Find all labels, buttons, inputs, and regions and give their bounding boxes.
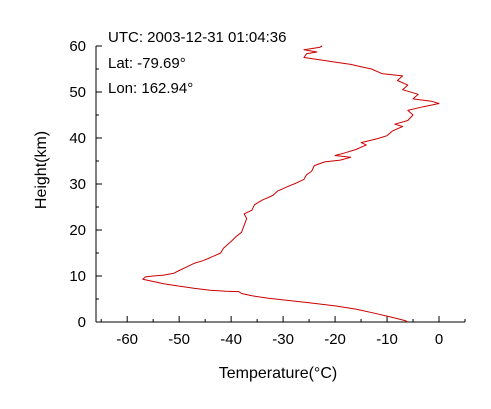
- series-layer: [142, 45, 440, 323]
- y-tick-label: 60: [69, 38, 86, 55]
- x-tick-label: -10: [376, 331, 398, 348]
- x-tick-label: 0: [435, 331, 443, 348]
- x-axis-ticks: -60 -50 -40 -30 -20 -10 0: [100, 316, 466, 348]
- x-tick-label: -40: [220, 331, 242, 348]
- annotation-utc: UTC: 2003-12-31 01:04:36: [108, 29, 286, 46]
- x-tick-label: -30: [272, 331, 294, 348]
- y-axis-title: Height(km): [33, 131, 50, 209]
- y-tick-label: 50: [69, 84, 86, 101]
- x-axis-title: Temperature(°C): [219, 365, 337, 382]
- x-tick-label: -60: [116, 331, 138, 348]
- y-tick-label: 40: [69, 130, 86, 147]
- x-tick-label: -20: [324, 331, 346, 348]
- y-tick-label: 0: [78, 314, 86, 331]
- y-tick-label: 10: [69, 268, 86, 285]
- annotation-lat: Lat: -79.69°: [108, 55, 186, 72]
- y-axis-ticks: 0 10 20 30 40 50 60: [69, 38, 102, 331]
- y-tick-label: 20: [69, 222, 86, 239]
- x-tick-label: -50: [168, 331, 190, 348]
- y-tick-label: 30: [69, 176, 86, 193]
- annotation-lon: Lon: 162.94°: [108, 80, 193, 97]
- temperature-profile-line: [142, 45, 440, 323]
